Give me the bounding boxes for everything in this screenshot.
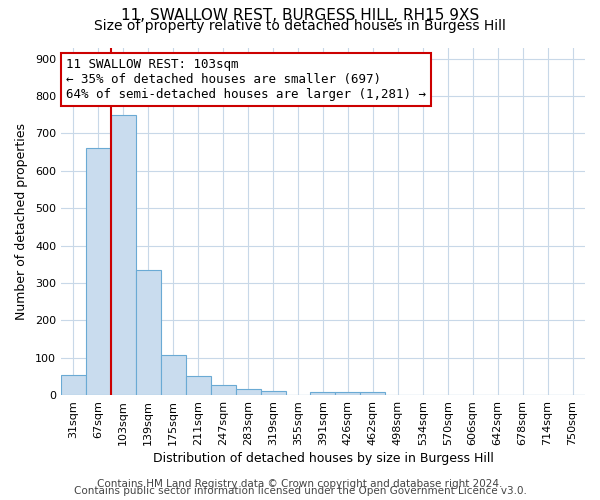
X-axis label: Distribution of detached houses by size in Burgess Hill: Distribution of detached houses by size … <box>152 452 493 465</box>
Bar <box>211 385 236 395</box>
Bar <box>86 148 111 395</box>
Text: Contains HM Land Registry data © Crown copyright and database right 2024.: Contains HM Land Registry data © Crown c… <box>97 479 503 489</box>
Bar <box>310 392 335 395</box>
Text: Size of property relative to detached houses in Burgess Hill: Size of property relative to detached ho… <box>94 19 506 33</box>
Text: 11 SWALLOW REST: 103sqm
← 35% of detached houses are smaller (697)
64% of semi-d: 11 SWALLOW REST: 103sqm ← 35% of detache… <box>66 58 426 101</box>
Bar <box>136 270 161 395</box>
Bar <box>236 390 260 395</box>
Text: 11, SWALLOW REST, BURGESS HILL, RH15 9XS: 11, SWALLOW REST, BURGESS HILL, RH15 9XS <box>121 8 479 22</box>
Bar <box>111 115 136 395</box>
Bar <box>361 392 385 395</box>
Bar <box>335 392 361 395</box>
Bar <box>161 354 186 395</box>
Bar <box>61 374 86 395</box>
Bar <box>260 392 286 395</box>
Bar <box>186 376 211 395</box>
Text: Contains public sector information licensed under the Open Government Licence v3: Contains public sector information licen… <box>74 486 526 496</box>
Y-axis label: Number of detached properties: Number of detached properties <box>15 123 28 320</box>
